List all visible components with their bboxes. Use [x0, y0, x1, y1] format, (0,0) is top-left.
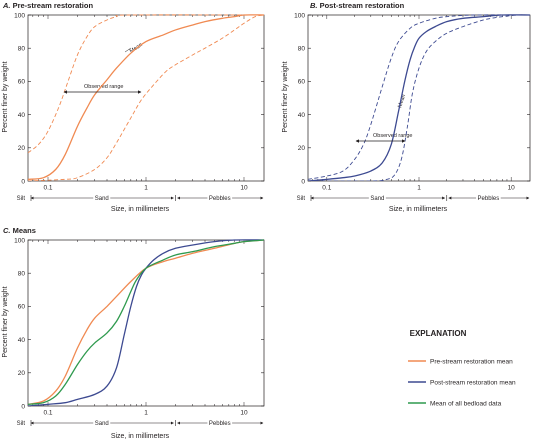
- panel-c-title: C. Means: [3, 226, 36, 235]
- panel-b-xtick-label: 1: [417, 185, 421, 192]
- panel-a-xtick-label: 10: [240, 185, 248, 192]
- panel-c-class-pebbles: Pebbles: [209, 421, 231, 427]
- legend-label-post: Post-stream restoration mean: [430, 380, 516, 387]
- panel-c-class-label-bg: [207, 421, 233, 427]
- panel-a-ytick-label: 80: [18, 46, 26, 53]
- panel-b-series-upper: [308, 14, 530, 180]
- panel-b-series-mean: [308, 14, 530, 181]
- panel-b-ylabel: Percent finer by weight: [282, 61, 289, 132]
- panel-b-ytick-label: 60: [298, 79, 306, 86]
- panel-b-range-label: Observed range: [373, 133, 412, 139]
- panel-b-class-sand: Sand: [370, 196, 384, 202]
- panel-a-series-mean: [28, 14, 264, 180]
- panel-b-class-label-bg: [368, 196, 386, 202]
- panel-b-post-restoration: B. Post-stream restoration Percent finer…: [282, 1, 531, 213]
- panel-a-series-upper: [28, 14, 264, 154]
- panel-c-xtick-label: 0.1: [43, 410, 52, 417]
- panel-c-ytick-label: 80: [18, 271, 26, 278]
- panel-a-ytick-label: 0: [21, 178, 25, 185]
- panel-c-series-line-0: [28, 239, 264, 405]
- panel-c-series-line-2: [28, 239, 264, 405]
- panel-c-ytick-label: 40: [18, 337, 26, 344]
- panel-a-range-label: Observed range: [84, 84, 123, 90]
- panel-b-title: B. Post-stream restoration: [310, 1, 405, 10]
- panel-c-means: C. Means Percent finer by weight Size, i…: [2, 226, 265, 440]
- panel-a-ytick-label: 40: [18, 112, 26, 119]
- panel-b-ytick-label: 0: [301, 178, 305, 185]
- panel-a-ylabel: Percent finer by weight: [2, 61, 9, 132]
- panel-c-xtick-label: 10: [240, 410, 248, 417]
- panel-a-series-lower: [28, 14, 264, 181]
- explanation-title: EXPLANATION: [410, 329, 467, 338]
- panel-b-class-label-bg: [476, 196, 501, 202]
- panel-a-xtick-label: 1: [144, 185, 148, 192]
- panel-c-ylabel: Percent finer by weight: [2, 286, 9, 357]
- panel-b-xlabel: Size, in millimeters: [389, 206, 448, 213]
- panel-a-mean-leader: [124, 47, 132, 53]
- panel-b-ytick-label: 80: [298, 46, 306, 53]
- panel-a-class-label-bg: [93, 196, 111, 202]
- panel-b-xtick-label: 10: [508, 185, 516, 192]
- panel-c-series-line-1: [28, 239, 264, 406]
- panel-c-ytick-label: 0: [21, 403, 25, 410]
- panel-c-plot-frame: [27, 239, 265, 407]
- panel-a-xtick-label: 0.1: [43, 185, 52, 192]
- panel-b-mean-label: Mean: [397, 94, 407, 109]
- panel-a-class-pebbles: Pebbles: [209, 196, 231, 202]
- panel-a-xlabel: Size, in millimeters: [111, 206, 170, 213]
- panel-b-series-lower: [308, 14, 530, 181]
- panel-a-ytick-label: 20: [18, 145, 26, 152]
- panel-b-class-silt: Silt: [297, 196, 306, 202]
- panel-b-ytick-label: 20: [298, 145, 306, 152]
- explanation-legend: EXPLANATION Pre-stream restoration mean …: [408, 329, 516, 408]
- panel-b-ytick-label: 100: [294, 12, 305, 19]
- legend-label-all: Mean of all bedload data: [430, 401, 502, 408]
- panel-a-class-sand: Sand: [95, 196, 109, 202]
- legend-label-pre: Pre-stream restoration mean: [430, 359, 513, 366]
- panel-a-class-silt: Silt: [17, 196, 26, 202]
- panel-a-title: A. Pre-stream restoration: [2, 1, 93, 10]
- panel-c-class-label-bg: [93, 421, 111, 427]
- panel-c-xtick-label: 1: [144, 410, 148, 417]
- panel-c-class-sand: Sand: [95, 421, 109, 427]
- panel-a-ytick-label: 60: [18, 79, 26, 86]
- panel-c-ytick-label: 20: [18, 370, 26, 377]
- panel-a-plot-frame: [27, 14, 265, 182]
- panel-c-xlabel: Size, in millimeters: [111, 433, 170, 440]
- panel-c-class-silt: Silt: [17, 421, 26, 427]
- panel-c-ytick-label: 100: [14, 237, 25, 244]
- panel-b-ytick-label: 40: [298, 112, 306, 119]
- panel-a-ytick-label: 100: [14, 12, 25, 19]
- panel-b-plot-frame: [307, 14, 531, 182]
- panel-b-xtick-label: 0.1: [322, 185, 331, 192]
- panel-c-ytick-label: 60: [18, 304, 26, 311]
- panel-b-class-pebbles: Pebbles: [478, 196, 500, 202]
- panel-a-pre-restoration: A. Pre-stream restoration Percent finer …: [2, 1, 265, 213]
- panel-a-class-label-bg: [207, 196, 233, 202]
